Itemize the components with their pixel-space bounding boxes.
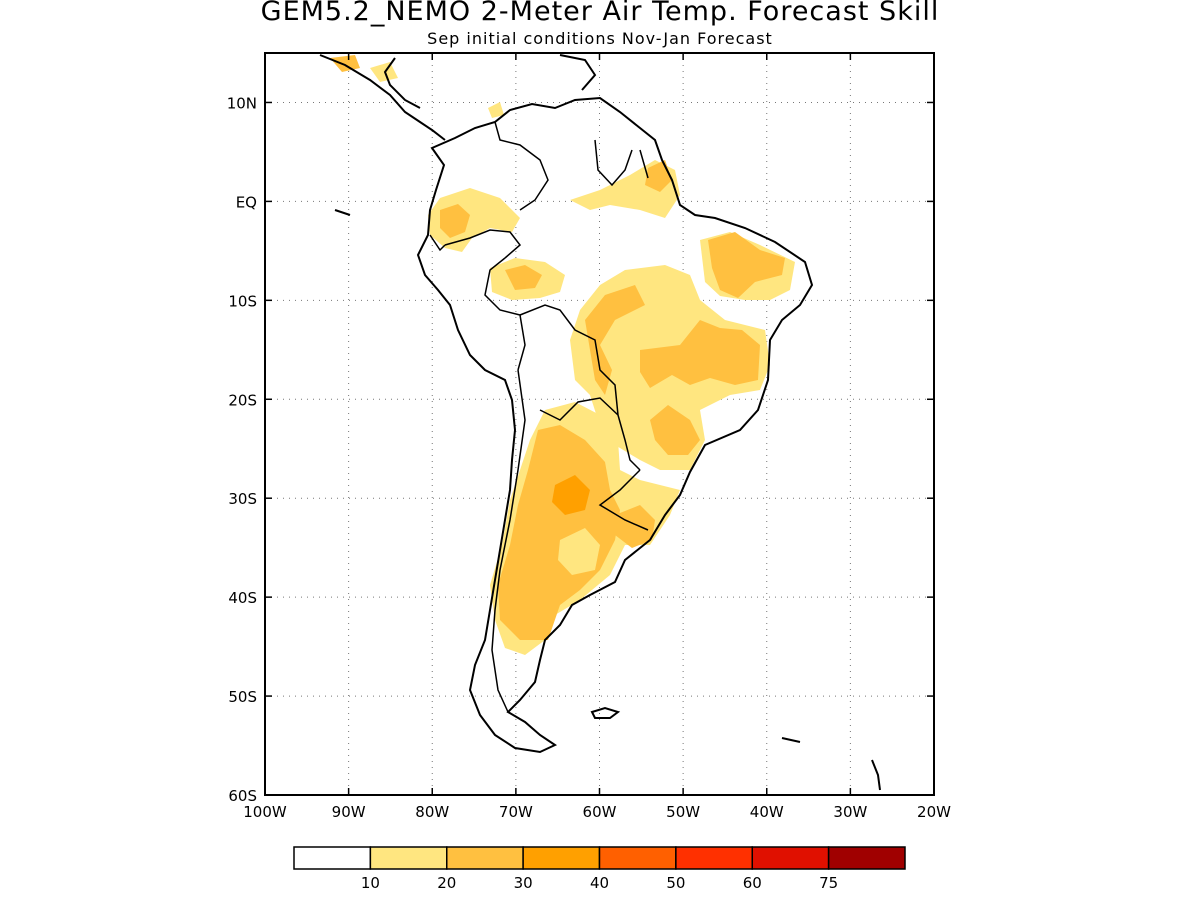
colorbar-swatch [675,846,753,870]
lat-tick-label: 50S [228,688,257,706]
colorbar-swatch [369,846,448,870]
skill-region-west-amazon-core [505,265,542,290]
skill-region-argentina-core [498,425,620,640]
lat-tick-label: 30S [228,490,257,508]
colorbar-swatch [522,846,601,870]
skill-region-ne-brazil-core [708,232,785,298]
skill-region-ecuador-core [440,204,470,238]
border-argentina-brazil [598,469,649,531]
skill-shading [330,55,795,655]
colorbar-swatch [751,846,830,870]
caribbean-coast [559,54,597,91]
lat-tick-label: 10N [227,94,257,112]
lon-tick-label: 30W [833,803,867,821]
border-guianas [594,139,649,187]
border-bolivia-brazil [519,304,619,416]
skill-region-argentina-inner-light [558,528,600,575]
border-paraguay-brazil [617,414,641,471]
colorbar-swatch [598,846,677,870]
colorbar-swatch [446,846,524,870]
skill-region-sao-paulo-core [650,405,700,455]
coastline [319,54,881,791]
map-title: GEM5.2_NEMO 2-Meter Air Temp. Forecast S… [260,0,940,27]
central-america-coast [319,54,446,141]
lat-tick-label: 40S [228,589,257,607]
lat-tick-label: 10S [228,292,257,310]
colorbar-label: 20 [437,874,456,892]
colorbar-swatch [293,846,372,870]
colorbar-swatch [827,846,906,870]
lon-tick-label: 80W [415,803,449,821]
colorbar-label: 40 [590,874,609,892]
skill-region-argentina-peak [552,475,590,515]
lon-tick-label: 60W [583,803,617,821]
lon-tick-label: 40W [750,803,784,821]
border-colombia-venezuela [494,121,549,211]
map-grid [265,53,934,795]
lon-tick-label: 100W [243,803,287,821]
lat-tick-label: EQ [236,193,257,211]
skill-region-uruguay [615,505,655,548]
skill-region-central-america [330,55,360,72]
map-subtitle: Sep initial conditions Nov-Jan Forecast [427,29,773,48]
falkland-islands [590,706,621,719]
country-borders [429,121,649,713]
colorbar-label: 10 [361,874,380,892]
colorbar-legend: 10 20 30 40 50 60 75 [293,846,906,892]
south-america-coast [416,96,814,754]
lon-tick-label: 20W [917,803,951,821]
border-ecuador-peru [429,234,446,252]
skill-region-venezuela [488,102,504,118]
colorbar-label: 50 [666,874,685,892]
border-peru-brazil [484,257,526,371]
lat-tick-label: 60S [228,787,257,805]
lon-tick-label: 90W [332,803,366,821]
border-argentina-chile [491,369,526,713]
colorbar-label: 30 [514,874,533,892]
south-georgia [781,737,801,743]
galapagos [334,209,351,216]
skill-region-mato-grosso-core [640,320,760,388]
lon-tick-label: 70W [499,803,533,821]
colorbar-label: 75 [819,874,838,892]
latitude-axis: 10N EQ 10S 20S 30S 40S 50S 60S [227,94,934,805]
lat-tick-label: 20S [228,391,257,409]
lon-tick-label: 50W [666,803,700,821]
border-colombia-peru [444,229,522,259]
longitude-axis: 100W 90W 80W 70W 60W 50W 40W 30W 20W [243,53,951,821]
colorbar-label: 60 [743,874,762,892]
sandwich-islands [871,759,881,791]
border-bolivia-paraguay [539,397,619,421]
